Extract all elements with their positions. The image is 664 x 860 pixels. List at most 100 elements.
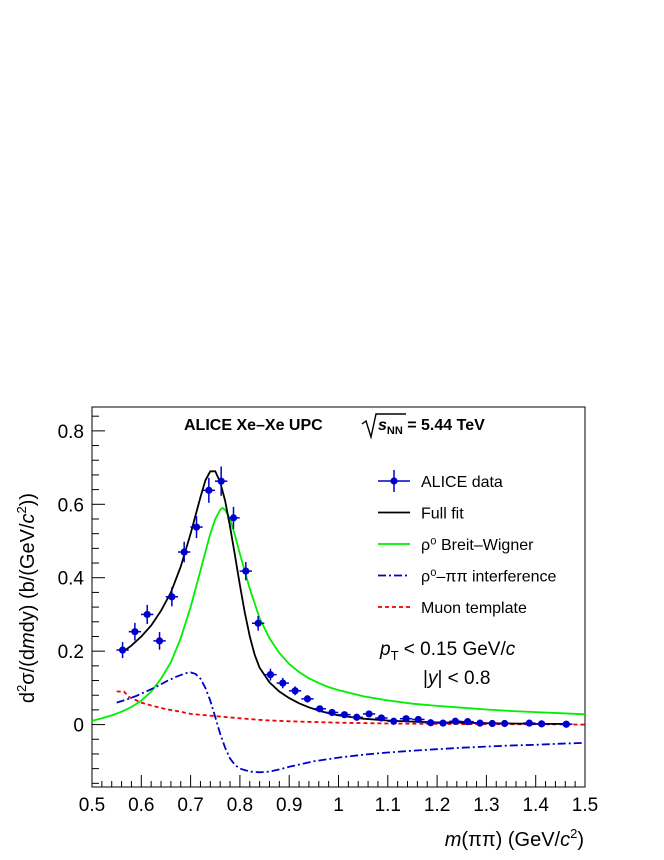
y-tick-label: 0 bbox=[73, 716, 84, 737]
pt-cut-annotation: pT < 0.15 GeV/c bbox=[379, 639, 516, 663]
data-point bbox=[535, 720, 548, 728]
legend-entry: Full fit bbox=[378, 506, 464, 523]
marker bbox=[205, 486, 213, 494]
legend-entry: Muon template bbox=[378, 600, 527, 617]
data-point bbox=[153, 632, 166, 650]
marker bbox=[476, 719, 484, 727]
marker bbox=[168, 593, 176, 601]
legend-entry: ρ⁰–ππ interference bbox=[378, 569, 557, 586]
data-point bbox=[449, 717, 462, 725]
title-main: ALICE Xe–Xe UPC bbox=[184, 417, 323, 434]
marker bbox=[328, 708, 336, 717]
axes: 0.5 0.6 0.7 0.8 0.9 1 1.1 1.2 1.3 1.4 1.5 0 0.2 0.4 0.… bbox=[58, 415, 598, 816]
marker bbox=[254, 619, 262, 627]
legend-entry: ρ⁰ Breit–Wigner bbox=[378, 537, 534, 554]
marker bbox=[414, 715, 422, 724]
marker bbox=[143, 610, 151, 619]
data-point bbox=[288, 686, 302, 696]
curves bbox=[91, 470, 586, 774]
marker bbox=[217, 477, 225, 485]
breit-wigner-curve bbox=[91, 506, 586, 722]
marker bbox=[501, 719, 509, 728]
x-tick-label: 0.7 bbox=[177, 795, 203, 816]
data-point bbox=[202, 477, 216, 503]
data-point bbox=[141, 604, 154, 624]
data-point bbox=[276, 677, 289, 689]
marker bbox=[340, 711, 349, 719]
x-tick-label: 0.9 bbox=[276, 795, 302, 816]
data-point bbox=[251, 615, 265, 631]
x-tick-label: 1.2 bbox=[424, 795, 450, 816]
svg-text:sNN = 5.44 TeV: sNN = 5.44 TeV bbox=[378, 417, 485, 437]
data-point bbox=[387, 717, 400, 725]
data-point bbox=[215, 466, 228, 496]
data-point bbox=[412, 715, 425, 724]
x-tick-label: 1.3 bbox=[473, 795, 499, 816]
y-axis-title: d2σ/(dmdy) (b/(GeV/c2)) bbox=[14, 493, 39, 703]
x-tick-label: 0.8 bbox=[227, 795, 253, 816]
data-point bbox=[399, 715, 413, 723]
y-tick-label: 0.4 bbox=[58, 569, 85, 590]
marker bbox=[488, 719, 496, 728]
marker bbox=[464, 718, 472, 726]
rapidity-cut-annotation: |y| < 0.8 bbox=[423, 668, 490, 689]
data-point bbox=[523, 719, 536, 727]
y-tick-label: 0.6 bbox=[58, 495, 84, 516]
marker bbox=[118, 646, 127, 654]
interference-curve bbox=[116, 671, 586, 774]
data-point bbox=[313, 705, 326, 713]
data-point bbox=[227, 506, 240, 529]
data-point bbox=[424, 719, 437, 727]
legend-label: Muon template bbox=[421, 600, 527, 617]
data-points bbox=[116, 466, 573, 728]
legend-swatch-marker bbox=[390, 477, 398, 485]
chart-title: ALICE Xe–Xe UPC bbox=[184, 417, 323, 434]
data-point bbox=[436, 719, 450, 727]
x-tick-label: 1.4 bbox=[522, 795, 549, 816]
data-point bbox=[239, 561, 252, 581]
marker bbox=[538, 720, 546, 728]
legend-label: ρ⁰–ππ interference bbox=[421, 569, 557, 586]
legend-label: Full fit bbox=[421, 506, 464, 523]
marker bbox=[402, 715, 410, 723]
legend: ALICE data Full fit ρ⁰ Breit–Wigner ρ⁰–ππ i… bbox=[378, 470, 557, 617]
marker bbox=[180, 548, 188, 556]
legend-label: ρ⁰ Breit–Wigner bbox=[421, 537, 534, 554]
y-tick-label: 0.8 bbox=[58, 422, 84, 443]
marker bbox=[365, 710, 373, 718]
legend-entry: ALICE data bbox=[378, 470, 503, 492]
title-energy-s: s bbox=[378, 417, 387, 434]
x-tick-label: 1.1 bbox=[375, 795, 401, 816]
marker bbox=[390, 717, 398, 725]
data-point bbox=[560, 720, 573, 728]
marker bbox=[131, 628, 139, 636]
data-point bbox=[486, 719, 499, 728]
sqrt-sign bbox=[361, 413, 406, 440]
marker bbox=[291, 687, 299, 695]
y-tick-label: 0.2 bbox=[58, 642, 84, 663]
marker bbox=[427, 719, 435, 727]
marker bbox=[229, 514, 238, 522]
marker bbox=[525, 719, 533, 727]
data-point bbox=[498, 719, 511, 728]
x-tick-label: 1 bbox=[333, 795, 344, 816]
marker bbox=[439, 719, 447, 727]
title-energy-value: = 5.44 TeV bbox=[403, 417, 485, 434]
legend-label: ALICE data bbox=[421, 474, 503, 491]
data-point bbox=[362, 710, 376, 718]
marker bbox=[303, 695, 312, 703]
data-point bbox=[165, 587, 179, 607]
data-point bbox=[338, 711, 351, 719]
marker bbox=[316, 705, 324, 713]
data-point bbox=[301, 695, 314, 703]
marker bbox=[377, 714, 385, 722]
data-point bbox=[116, 641, 129, 659]
marker bbox=[279, 679, 287, 687]
x-tick-label: 0.5 bbox=[79, 795, 105, 816]
data-point bbox=[461, 718, 474, 726]
data-point bbox=[350, 713, 363, 721]
data-point bbox=[325, 708, 339, 717]
x-axis-title: m(ππ) (GeV/c2) bbox=[445, 826, 584, 851]
x-tick-label: 0.6 bbox=[128, 795, 154, 816]
